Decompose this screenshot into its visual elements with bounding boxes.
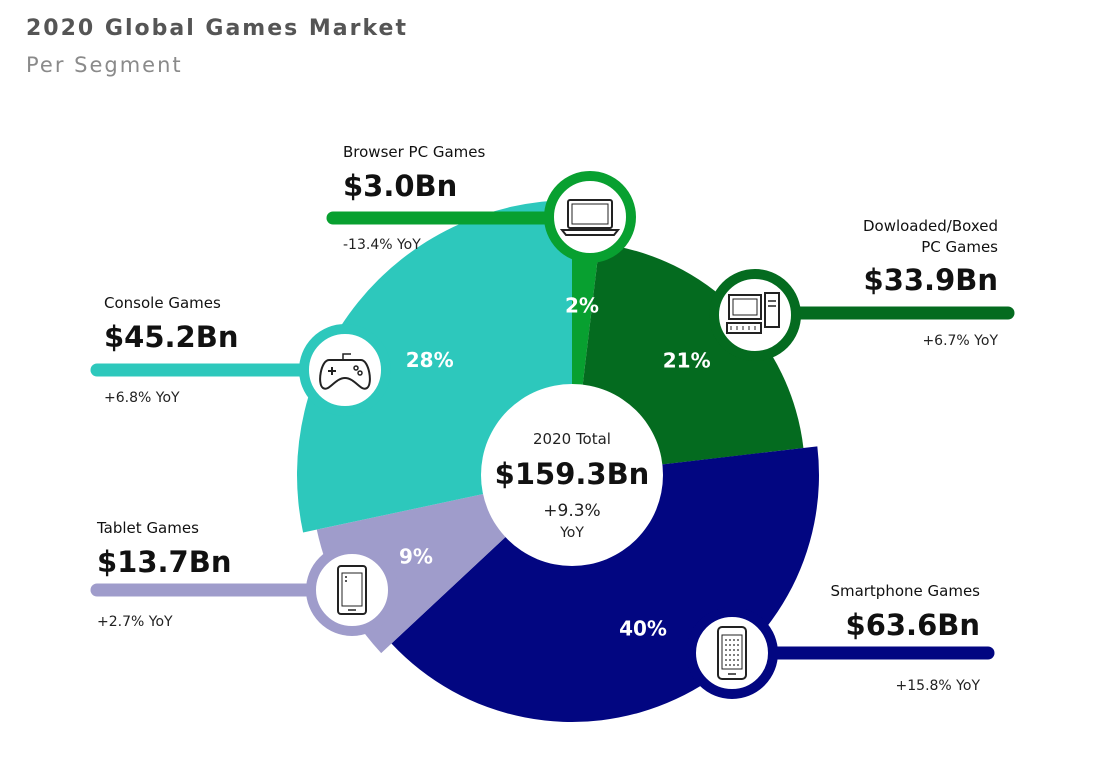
center-yoy: +9.3% xyxy=(543,501,600,521)
icon-ring-smartphone-games xyxy=(686,607,778,699)
smartphone-icon xyxy=(717,626,747,680)
segment-value-dowloaded-boxed-pc-games: $33.9Bn xyxy=(864,263,998,297)
percent-labels: 2% 21% 40% 9% 28% xyxy=(399,293,711,640)
callout-tablet-games: Tablet Games $13.7Bn +2.7% YoY xyxy=(90,519,398,636)
segment-yoy-smartphone-games: +15.8% YoY xyxy=(896,678,981,694)
segment-yoy-console-games: +6.8% YoY xyxy=(104,390,180,406)
segment-name-console-games: Console Games xyxy=(104,294,221,312)
laptop-icon xyxy=(559,199,621,236)
percent-label-smartphone-games: 40% xyxy=(619,616,667,640)
segment-yoy-dowloaded-boxed-pc-games: +6.7% YoY xyxy=(922,333,998,349)
icon-ring-tablet-games xyxy=(306,544,398,636)
callout-console-games: Console Games $45.2Bn +6.8% YoY xyxy=(90,294,391,416)
tablet-icon xyxy=(337,565,367,615)
desktop-pc-icon xyxy=(726,292,780,334)
icon-ring-console-games xyxy=(299,324,391,416)
icon-ring-browser-pc-games xyxy=(544,171,636,263)
segment-value-console-games: $45.2Bn xyxy=(104,320,238,354)
chart-title: 2020 Global Games Market xyxy=(26,16,408,41)
segment-yoy-browser-pc-games: -13.4% YoY xyxy=(343,237,421,253)
chart-subtitle: Per Segment xyxy=(26,53,183,77)
segment-callouts: Browser PC Games $3.0Bn -13.4% YoY Dowloade… xyxy=(90,143,1015,699)
center-total: $159.3Bn xyxy=(495,457,650,491)
segment-name-tablet-games: Tablet Games xyxy=(96,519,199,537)
callout-smartphone-games: Smartphone Games $63.6Bn +15.8% YoY xyxy=(686,582,995,699)
center-yoy-unit: YoY xyxy=(559,525,584,541)
percent-label-console-games: 28% xyxy=(406,348,454,372)
segment-value-tablet-games: $13.7Bn xyxy=(97,545,231,579)
center-summary: 2020 Total $159.3Bn +9.3% YoY xyxy=(481,384,663,566)
segment-name-smartphone-games: Smartphone Games xyxy=(830,582,980,600)
gamepad-icon xyxy=(319,353,371,390)
segment-value-smartphone-games: $63.6Bn xyxy=(846,608,980,642)
segment-name-browser-pc-games: Browser PC Games xyxy=(343,143,485,161)
segment-yoy-tablet-games: +2.7% YoY xyxy=(97,614,173,630)
callout-browser-pc-games: Browser PC Games $3.0Bn -13.4% YoY xyxy=(326,143,636,263)
percent-label-dowloaded-boxed-pc-games: 21% xyxy=(663,349,711,373)
segment-value-browser-pc-games: $3.0Bn xyxy=(343,169,457,203)
chart-header: 2020 Global Games Market Per Segment xyxy=(26,16,408,77)
callout-dowloaded-boxed-pc-games: Dowloaded/Boxed PC Games $33.9Bn +6.7% YoY xyxy=(709,217,1015,361)
center-hole xyxy=(481,384,663,566)
percent-label-tablet-games: 9% xyxy=(399,544,433,568)
segment-name-dowloaded-boxed-pc-games: Dowloaded/Boxed PC Games xyxy=(863,217,998,256)
percent-label-browser-pc-games: 2% xyxy=(565,293,599,317)
center-label: 2020 Total xyxy=(533,430,611,448)
